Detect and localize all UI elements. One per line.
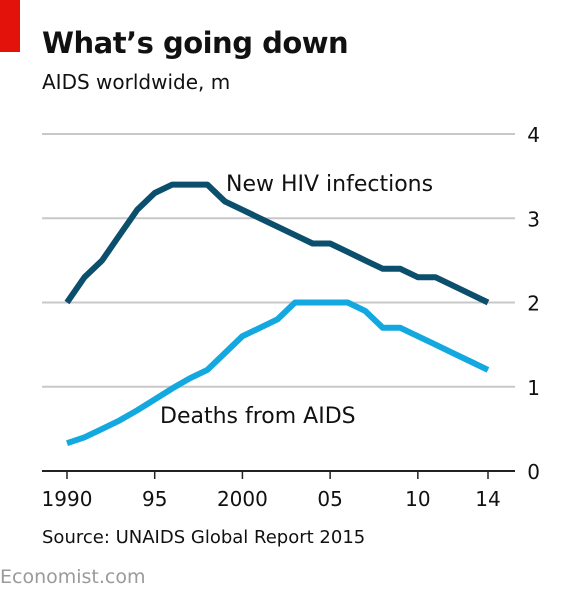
y-tick-label: 1 [527, 376, 540, 400]
source-note: Source: UNAIDS Global Report 2015 [42, 527, 366, 548]
annotation-new-hiv-infections: New HIV infections [226, 172, 433, 197]
y-tick-label: 4 [527, 123, 540, 147]
y-tick-label: 0 [527, 460, 540, 484]
series-lines [64, 181, 490, 447]
x-tick-label: 2000 [217, 487, 268, 511]
series-line-new-hiv-infections [64, 181, 490, 306]
x-tick-label: 1990 [42, 487, 93, 511]
chart-subtitle: AIDS worldwide, m [42, 70, 231, 94]
y-tick-label: 2 [527, 292, 540, 316]
gridlines [42, 133, 515, 472]
x-tick-labels: 1990 95 2000 05 10 14 [42, 471, 501, 511]
chart-title: What’s going down [42, 26, 349, 60]
annotation-deaths-from-aids: Deaths from AIDS [160, 404, 356, 429]
x-tick-label: 05 [317, 487, 342, 511]
x-tick-label: 14 [475, 487, 500, 511]
series-line-deaths-from-aids [66, 299, 490, 447]
line-chart: 0 1 2 3 4 1990 95 2000 05 10 14 New HIV infection… [42, 123, 540, 511]
x-tick-label: 10 [405, 487, 430, 511]
y-tick-label: 3 [527, 207, 540, 231]
x-tick-label: 95 [142, 487, 167, 511]
brand-red-tag [0, 0, 20, 52]
y-tick-labels: 0 1 2 3 4 [527, 123, 540, 484]
brand-wordmark: Economist.com [0, 566, 146, 588]
